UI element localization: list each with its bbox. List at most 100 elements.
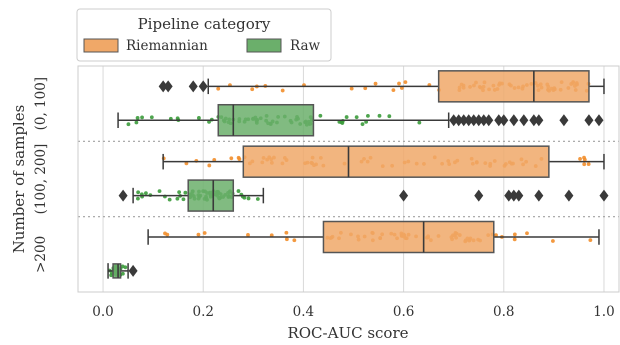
strip-point: [197, 116, 201, 120]
strip-point: [250, 87, 255, 92]
strip-point: [183, 190, 188, 195]
strip-point: [578, 157, 582, 161]
strip-point: [582, 162, 587, 167]
strip-point: [512, 232, 517, 237]
x-tick-label: 0.6: [393, 304, 414, 320]
strip-point: [196, 232, 201, 237]
outlier-marker: [469, 114, 479, 127]
strip-point: [149, 115, 154, 120]
strip-point: [349, 86, 354, 91]
outlier-marker: [479, 114, 489, 127]
outlier-marker: [509, 189, 519, 202]
strip-point: [207, 163, 212, 168]
strip-point: [175, 196, 180, 201]
legend: Pipeline category Riemannian Raw: [76, 8, 332, 62]
strip-point: [269, 233, 274, 238]
strip-point: [246, 233, 250, 237]
strip-point: [184, 161, 189, 166]
outlier-marker: [499, 114, 509, 127]
y-tick-label: (0, 100]: [33, 77, 49, 130]
strip-point: [157, 189, 162, 194]
outlier-marker: [534, 189, 544, 202]
legend-swatch-raw: [246, 38, 282, 53]
outlier-marker: [158, 80, 168, 93]
strip-point: [136, 190, 141, 195]
strip-point: [494, 233, 498, 238]
outlier-marker: [449, 114, 459, 127]
outlier-marker: [514, 189, 524, 202]
strip-point: [212, 158, 217, 162]
strip-point: [284, 237, 289, 242]
strip-point: [202, 231, 207, 235]
outlier-marker: [564, 189, 574, 202]
outlier-marker: [504, 189, 514, 202]
strip-point: [167, 197, 172, 202]
strip-point: [344, 115, 349, 119]
outlier-marker: [459, 114, 469, 127]
outlier-marker: [529, 114, 539, 127]
strip-point: [366, 113, 370, 118]
strip-point: [181, 197, 186, 202]
iqr-box: [187, 179, 235, 212]
outlier-marker: [128, 264, 138, 277]
outlier-marker: [188, 80, 198, 93]
x-axis-label: ROC-AUC score: [287, 324, 408, 342]
x-tick-labels: 0.0 0.2 0.4 0.6 0.8 1.0: [92, 304, 614, 320]
x-tick-label: 1.0: [593, 304, 614, 320]
iqr-box: [242, 145, 550, 178]
outlier-marker: [163, 80, 173, 93]
legend-label-riemannian: Riemannian: [126, 38, 208, 54]
strip-point: [236, 189, 241, 193]
outlier-marker: [118, 189, 128, 202]
strip-point: [246, 196, 251, 201]
group-separators: [78, 140, 619, 218]
strip-point: [163, 231, 167, 236]
strip-point: [582, 157, 587, 162]
strip-point: [373, 81, 378, 86]
iqr-box: [322, 220, 495, 254]
x-tick-label: 0.8: [493, 304, 514, 320]
strip-point: [417, 120, 422, 125]
strip-point: [140, 115, 144, 120]
outlier-marker: [584, 114, 594, 127]
legend-swatch-riemannian: [83, 38, 119, 53]
strip-point: [340, 121, 345, 125]
strip-point: [586, 162, 591, 167]
iqr-box: [112, 263, 122, 279]
outlier-marker: [474, 114, 484, 127]
strip-point: [387, 114, 392, 119]
strip-point: [177, 190, 182, 194]
outlier-marker: [198, 80, 208, 93]
outlier-marker: [594, 114, 604, 127]
strip-point: [403, 80, 408, 85]
strip-point: [284, 230, 289, 235]
legend-title: Pipeline category: [138, 15, 271, 33]
strip-point: [126, 122, 131, 127]
y-tick-label: (100, 200]: [33, 144, 49, 215]
strip-point: [229, 156, 234, 161]
strip-point: [512, 237, 517, 242]
y-axis-label: Number of samples: [10, 105, 28, 254]
strip-point: [242, 195, 247, 200]
outlier-marker: [454, 114, 464, 127]
plot-frame: [77, 65, 620, 293]
strip-point: [280, 88, 285, 93]
x-tick-label: 0.4: [293, 304, 314, 320]
strip-point: [292, 238, 297, 243]
boxes: [107, 70, 605, 279]
outlier-marker: [534, 114, 544, 127]
outlier-marker: [519, 114, 529, 127]
x-tick-label: 0.2: [192, 304, 213, 320]
strip-point: [377, 113, 382, 118]
strip-point: [255, 197, 260, 201]
x-tick-label: 0.0: [92, 304, 113, 320]
strip-point: [391, 88, 396, 93]
strip-point: [135, 116, 140, 120]
outlier-markers: [118, 80, 609, 277]
strip-point: [551, 239, 555, 243]
strip-point: [588, 238, 593, 243]
outlier-marker: [494, 114, 504, 127]
outlier-marker: [464, 114, 474, 127]
grid-lines: [102, 66, 605, 292]
outlier-marker: [509, 114, 519, 127]
